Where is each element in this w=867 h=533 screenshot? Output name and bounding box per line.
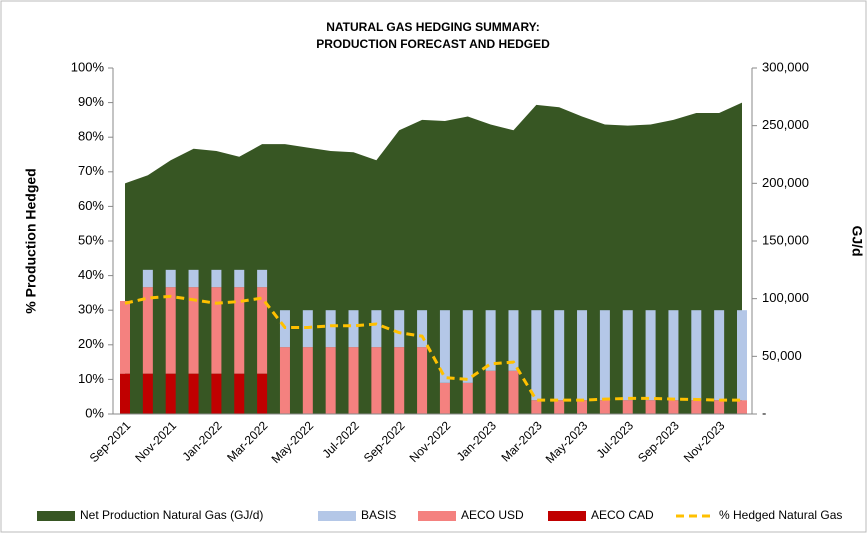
bar	[577, 310, 588, 401]
bar	[531, 310, 542, 401]
bar	[622, 310, 633, 401]
bar	[599, 310, 610, 401]
y2-axis-title: GJ/d	[849, 225, 865, 256]
bar	[485, 370, 496, 414]
legend-label: AECO CAD	[591, 508, 654, 522]
y2-tick-label: -	[762, 405, 766, 420]
y2-tick-label: 250,000	[762, 117, 809, 132]
bar	[508, 370, 519, 414]
bar	[211, 373, 222, 414]
legend-swatch	[37, 511, 75, 521]
y-tick-label: 100%	[71, 59, 105, 74]
bar	[211, 269, 222, 288]
legend-swatch	[548, 511, 586, 521]
bar	[234, 287, 245, 374]
bar	[462, 310, 473, 383]
area	[125, 102, 742, 414]
bar	[120, 300, 130, 374]
bar	[417, 347, 428, 414]
bar	[691, 310, 702, 401]
bar	[348, 347, 359, 414]
bar	[188, 373, 199, 414]
bar	[691, 400, 702, 414]
bar	[714, 310, 725, 401]
bar	[485, 310, 496, 371]
bar	[348, 310, 359, 348]
y-tick-label: 0%	[85, 405, 104, 420]
bar	[211, 287, 222, 374]
bar	[737, 310, 747, 401]
bar	[714, 400, 725, 414]
y-tick-label: 30%	[78, 302, 104, 317]
bar	[234, 269, 245, 288]
bar	[577, 400, 588, 414]
bar	[165, 373, 176, 414]
bar	[120, 373, 130, 414]
bar	[302, 347, 313, 414]
y-tick-label: 40%	[78, 267, 104, 282]
y2-tick-label: 150,000	[762, 232, 809, 247]
legend-swatch	[318, 511, 356, 521]
y-tick-label: 10%	[78, 371, 104, 386]
legend-label: AECO USD	[461, 508, 524, 522]
bar	[394, 310, 405, 348]
bar	[508, 310, 519, 371]
bar	[257, 269, 268, 288]
legend-label: % Hedged Natural Gas	[719, 508, 842, 522]
bar	[554, 310, 565, 401]
bar	[188, 269, 199, 288]
y2-tick-label: 100,000	[762, 290, 809, 305]
y-tick-label: 20%	[78, 336, 104, 351]
y2-tick-label: 300,000	[762, 59, 809, 74]
bar	[668, 310, 679, 401]
bar	[439, 310, 450, 383]
bar	[165, 269, 176, 288]
bar	[394, 347, 405, 414]
bar	[325, 347, 336, 414]
bar	[279, 347, 290, 414]
y-tick-label: 80%	[78, 129, 104, 144]
bar	[645, 400, 656, 414]
bar	[234, 373, 245, 414]
bar	[599, 400, 610, 414]
bar	[142, 269, 153, 288]
bar	[439, 382, 450, 414]
bar	[554, 400, 565, 414]
y-tick-label: 70%	[78, 163, 104, 178]
bar	[417, 310, 428, 348]
bar	[142, 373, 153, 414]
y2-tick-label: 50,000	[762, 348, 802, 363]
y2-tick-label: 200,000	[762, 175, 809, 190]
bar	[188, 287, 199, 374]
bar	[165, 287, 176, 374]
bar	[142, 287, 153, 374]
bar	[737, 400, 747, 414]
y-axis-title: % Production Hedged	[23, 168, 39, 313]
bar	[668, 400, 679, 414]
legend-label: Net Production Natural Gas (GJ/d)	[80, 508, 263, 522]
bar	[531, 400, 542, 414]
bar	[371, 310, 382, 348]
bar	[645, 310, 656, 401]
bar	[371, 347, 382, 414]
bar	[257, 287, 268, 374]
y-tick-label: 90%	[78, 94, 104, 109]
bar	[462, 382, 473, 414]
legend-label: BASIS	[361, 508, 396, 522]
bar	[257, 373, 268, 414]
y-tick-label: 60%	[78, 198, 104, 213]
chart-title: NATURAL GAS HEDGING SUMMARY:	[326, 20, 540, 34]
legend-swatch	[418, 511, 456, 521]
chart-subtitle: PRODUCTION FORECAST AND HEDGED	[316, 37, 550, 51]
y-tick-label: 50%	[78, 232, 104, 247]
bar	[622, 400, 633, 414]
bar	[325, 310, 336, 348]
line	[124, 294, 742, 402]
